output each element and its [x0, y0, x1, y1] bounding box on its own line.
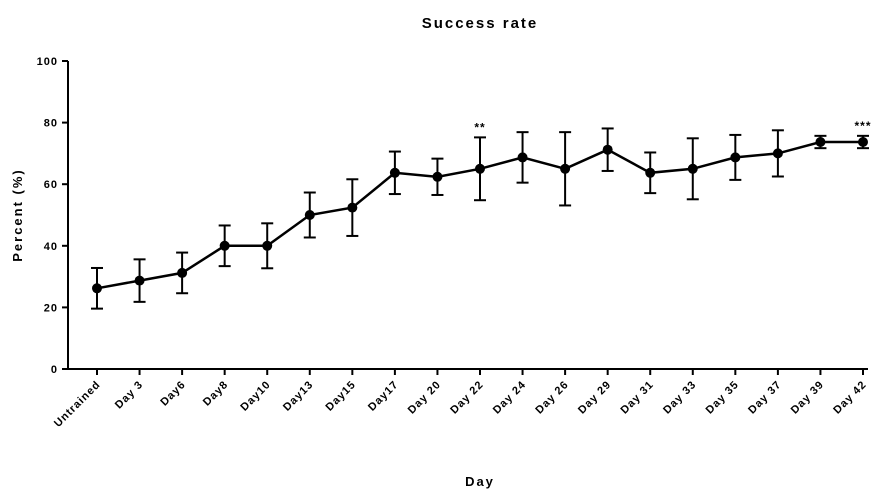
data-point [560, 163, 571, 174]
x-tick-label: Day 26 [533, 379, 571, 417]
y-tick-label: 20 [44, 302, 58, 314]
data-point [602, 144, 613, 155]
data-point [772, 148, 783, 159]
data-point [134, 275, 145, 286]
data-point [262, 240, 273, 251]
series-layer [91, 127, 869, 310]
x-tick-label: Day10 [238, 379, 273, 414]
y-tick-label: 100 [37, 56, 58, 68]
x-tick-label: Day17 [366, 379, 401, 414]
x-tick-label: Day 29 [576, 379, 614, 417]
x-tick-label: Day 35 [704, 379, 742, 417]
data-point [304, 210, 315, 220]
x-tick-label: Untrained [52, 379, 103, 430]
x-axis-title: Day [465, 474, 495, 489]
x-tick-label: Day15 [324, 379, 359, 414]
y-tick-label: 40 [44, 241, 58, 253]
data-point [858, 137, 868, 148]
x-tick-label: Day 31 [619, 379, 657, 417]
x-tick-label: Day8 [201, 379, 231, 409]
x-ticks: Untrained Day 3 Day6 Day8 Day10 Day13 Day15 Day… [52, 369, 869, 430]
x-tick-label: Day 20 [406, 379, 444, 417]
data-point [219, 240, 230, 251]
y-tick-label: 0 [51, 364, 58, 376]
data-point [687, 163, 698, 174]
x-tick-label: Day6 [158, 379, 188, 409]
x-tick-label: Day 24 [491, 379, 529, 417]
y-ticks: 0 20 40 60 80 100 [37, 56, 68, 376]
significance-marker: *** [854, 119, 871, 133]
data-point [475, 163, 485, 174]
annotations: ** *** [474, 119, 871, 135]
data-point [815, 137, 826, 148]
data-point [92, 283, 102, 294]
data-point [432, 171, 443, 182]
x-tick-label: Day 39 [789, 379, 827, 417]
y-axis-title: Percent (%) [10, 168, 25, 262]
data-point [177, 267, 188, 278]
x-tick-label: Day13 [281, 379, 316, 414]
y-tick-label: 80 [44, 118, 58, 130]
data-point [645, 167, 656, 178]
data-point [517, 152, 528, 163]
y-tick-label: 60 [44, 179, 58, 191]
chart-title: Success rate [422, 15, 539, 32]
x-tick-label: Day 3 [113, 379, 146, 412]
data-point [347, 202, 358, 213]
x-tick-label: Day 42 [831, 379, 869, 417]
data-point [389, 167, 400, 178]
x-tick-label: Day 37 [746, 379, 784, 417]
significance-marker: ** [474, 120, 485, 134]
data-point [730, 152, 741, 163]
x-tick-label: Day 33 [661, 379, 699, 417]
x-tick-label: Day 22 [448, 379, 486, 417]
